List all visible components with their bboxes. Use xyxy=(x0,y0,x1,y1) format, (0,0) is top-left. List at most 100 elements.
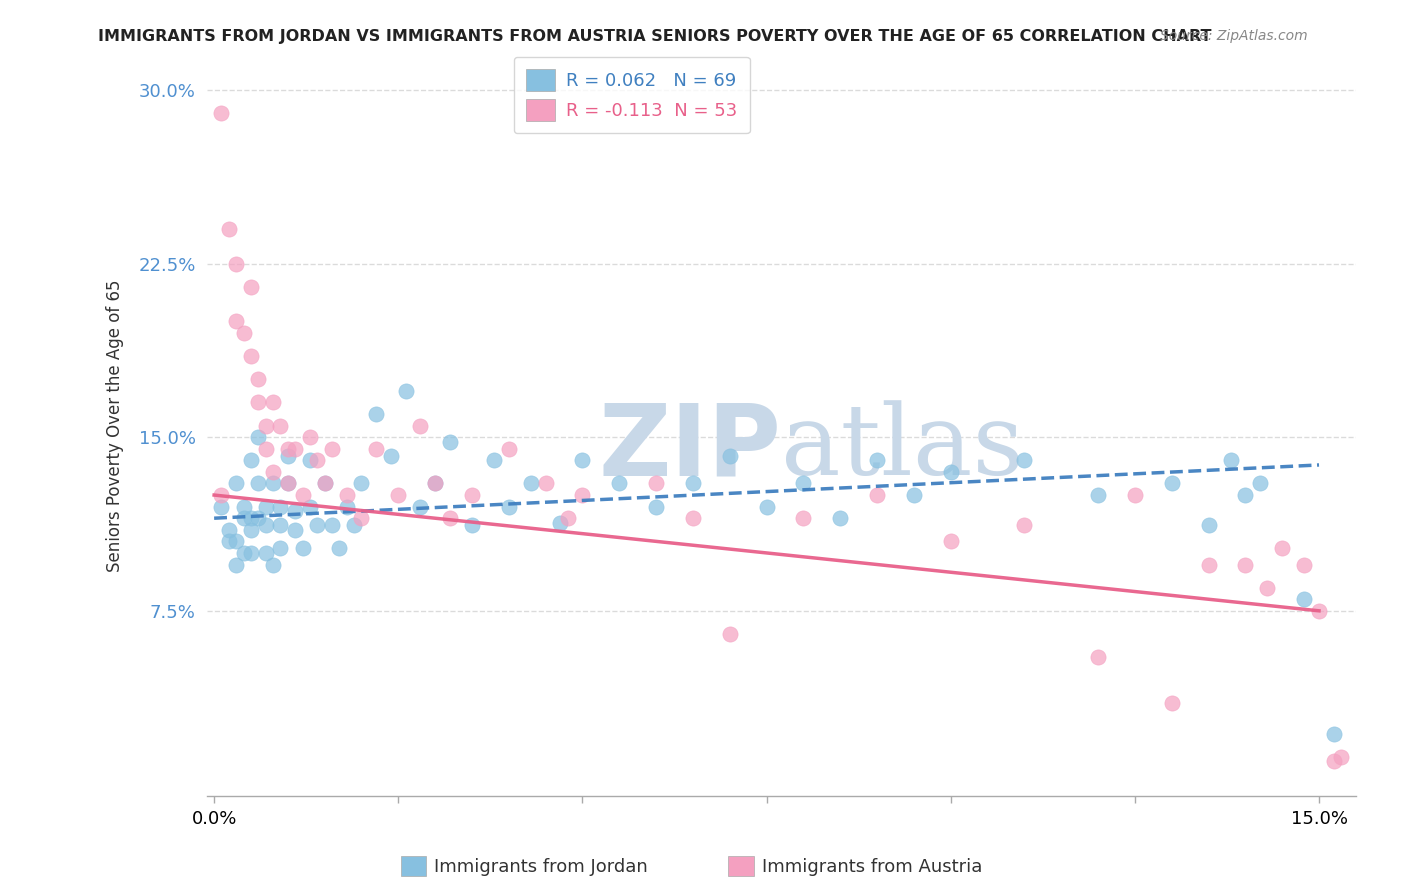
Point xyxy=(262,395,284,409)
Point xyxy=(571,488,593,502)
Point xyxy=(298,500,321,514)
Point xyxy=(1014,453,1036,467)
Point xyxy=(645,476,668,491)
Point xyxy=(247,395,270,409)
Text: Immigrants from Jordan: Immigrants from Jordan xyxy=(434,858,648,876)
Point xyxy=(254,518,277,533)
Text: Immigrants from Austria: Immigrants from Austria xyxy=(762,858,981,876)
Point xyxy=(1323,726,1346,740)
Point xyxy=(254,418,277,433)
Point xyxy=(718,627,741,641)
Point xyxy=(269,418,291,433)
Point xyxy=(350,476,373,491)
Point xyxy=(1014,518,1036,533)
Point xyxy=(254,500,277,514)
Point xyxy=(239,349,262,363)
Point xyxy=(321,442,343,456)
Point xyxy=(1123,488,1146,502)
Text: IMMIGRANTS FROM JORDAN VS IMMIGRANTS FROM AUSTRIA SENIORS POVERTY OVER THE AGE O: IMMIGRANTS FROM JORDAN VS IMMIGRANTS FRO… xyxy=(98,29,1212,44)
Point xyxy=(395,384,418,398)
Point xyxy=(645,500,668,514)
Point xyxy=(1294,558,1316,572)
Point xyxy=(277,476,299,491)
Point xyxy=(262,476,284,491)
Point xyxy=(218,221,240,235)
Point xyxy=(498,500,520,514)
Point xyxy=(225,476,247,491)
Point xyxy=(1294,592,1316,607)
Point xyxy=(1160,476,1182,491)
Point xyxy=(232,326,254,340)
Point xyxy=(1234,558,1257,572)
Point xyxy=(366,407,388,421)
Point xyxy=(218,523,240,537)
Point xyxy=(682,476,704,491)
Point xyxy=(755,500,778,514)
Point xyxy=(277,449,299,463)
Point xyxy=(269,518,291,533)
Point xyxy=(239,523,262,537)
Point xyxy=(461,518,484,533)
Point xyxy=(409,500,432,514)
Point xyxy=(343,518,366,533)
Point xyxy=(291,541,314,556)
Point xyxy=(571,453,593,467)
Point xyxy=(1087,650,1109,665)
Point xyxy=(239,511,262,525)
Point xyxy=(1271,541,1294,556)
Point xyxy=(939,534,962,549)
Text: ZIP: ZIP xyxy=(599,400,782,496)
Point xyxy=(1256,581,1278,595)
Point xyxy=(277,476,299,491)
Point xyxy=(461,488,484,502)
Point xyxy=(225,256,247,270)
Point xyxy=(262,558,284,572)
Point xyxy=(1249,476,1271,491)
Point xyxy=(366,442,388,456)
Point xyxy=(247,372,270,386)
Point xyxy=(866,488,889,502)
Point xyxy=(792,476,814,491)
Point xyxy=(247,511,270,525)
Point xyxy=(1234,488,1257,502)
Point xyxy=(866,453,889,467)
Point xyxy=(314,476,336,491)
Point xyxy=(939,465,962,479)
Point xyxy=(284,504,307,518)
Point xyxy=(498,442,520,456)
Point xyxy=(903,488,925,502)
Point xyxy=(291,488,314,502)
Point xyxy=(262,465,284,479)
Point xyxy=(321,518,343,533)
Point xyxy=(439,434,461,449)
Text: Source: ZipAtlas.com: Source: ZipAtlas.com xyxy=(1160,29,1308,43)
Y-axis label: Seniors Poverty Over the Age of 65: Seniors Poverty Over the Age of 65 xyxy=(107,279,124,572)
Point xyxy=(520,476,543,491)
Point xyxy=(1323,754,1346,768)
Point xyxy=(211,106,233,120)
Point xyxy=(211,488,233,502)
Point xyxy=(439,511,461,525)
Point xyxy=(307,518,329,533)
Point xyxy=(298,453,321,467)
Point xyxy=(423,476,446,491)
Text: atlas: atlas xyxy=(782,400,1024,496)
Legend: R = 0.062   N = 69, R = -0.113  N = 53: R = 0.062 N = 69, R = -0.113 N = 53 xyxy=(513,57,749,133)
Point xyxy=(718,449,741,463)
Point xyxy=(336,488,359,502)
Point xyxy=(239,453,262,467)
Point xyxy=(232,511,254,525)
Point xyxy=(307,453,329,467)
Point xyxy=(1330,749,1353,764)
Point xyxy=(284,523,307,537)
Point xyxy=(387,488,409,502)
Point xyxy=(1198,518,1220,533)
Point xyxy=(269,500,291,514)
Point xyxy=(247,430,270,444)
Point xyxy=(247,476,270,491)
Point xyxy=(557,511,579,525)
Point xyxy=(239,279,262,293)
Point xyxy=(232,500,254,514)
Point xyxy=(1160,697,1182,711)
Point xyxy=(328,541,350,556)
